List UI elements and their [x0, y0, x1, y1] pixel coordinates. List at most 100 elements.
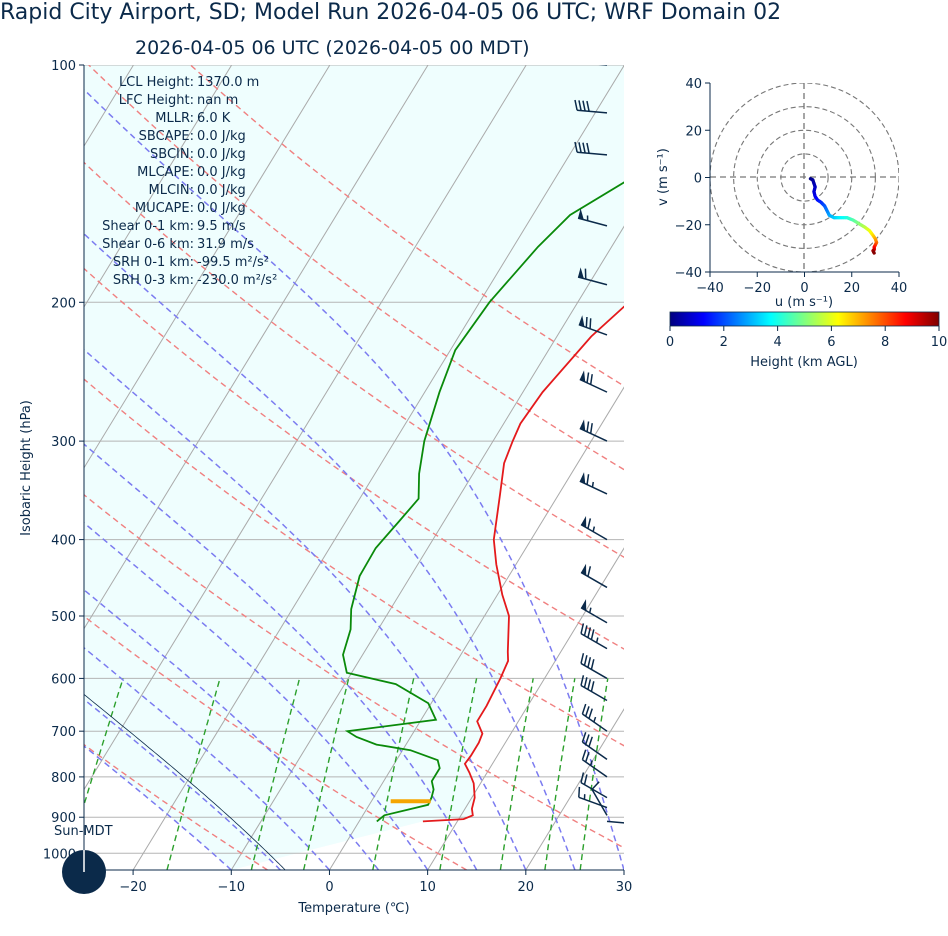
mixing-ratio-layer: [84, 678, 609, 870]
isotherm-line: [84, 65, 233, 308]
index-label: SRH 0-1 km:: [113, 255, 194, 270]
cape-shading-layer: [84, 65, 624, 870]
skewt-y-tick-label: 300: [51, 435, 76, 450]
index-value: -99.5 m²/s²: [197, 255, 269, 270]
wind-barb: [591, 781, 608, 816]
isotherm-line: [427, 547, 624, 870]
skewt-panel: −20 −10 0 10 20 30 10020030040050060070080090…: [0, 59, 948, 916]
dewpoint-profile: [342, 181, 624, 823]
wind-barb: [580, 599, 608, 624]
moist-adiabat: [84, 588, 380, 870]
mixing-ratio-line: [250, 678, 301, 870]
wind-barb: [580, 563, 608, 589]
wind-barb: [580, 515, 608, 541]
moist-adiabat: [84, 88, 624, 870]
isotherm-line: [84, 65, 429, 630]
wind-barb: [606, 820, 624, 824]
skewt-x-tick-label: 30: [616, 880, 633, 895]
index-value: nan m: [197, 93, 238, 108]
skewt-y-tick-label: 500: [51, 610, 76, 625]
skewt-x-ticks: −20 −10 0 10 20 30: [119, 870, 632, 895]
isotherm-layer: [84, 65, 948, 870]
cape-shading: [84, 65, 624, 870]
moist-adiabat-layer: [84, 88, 624, 870]
hodograph-y-tick-label: 0: [694, 172, 702, 187]
skewt-y-tick-label: 800: [51, 771, 76, 786]
skewt-x-tick-label: 20: [518, 880, 535, 895]
wind-barb: [580, 675, 608, 702]
moist-adiabat: [84, 745, 232, 870]
colorbar-ticks: 0 2 4 6 8 10: [666, 326, 947, 350]
colorbar-tick-label: 2: [720, 335, 728, 350]
wind-barb: [581, 703, 608, 732]
skewt-y-axis-label: Isobaric Height (hPa): [19, 400, 34, 536]
hodograph-y-axis-label: v (m s⁻¹): [656, 148, 671, 206]
chart-title: Rapid City Airport, SD; Model Run 2026-0…: [0, 0, 782, 25]
skewt-y-tick-label: 400: [51, 534, 76, 549]
mixing-ratio-line: [302, 678, 350, 870]
hodograph-panel: −40 −20 0 20 40 40 20 0 −20 −40 u (m s⁻¹) v (m s…: [656, 77, 907, 310]
moist-adiabat: [84, 698, 281, 870]
isotherm-line: [132, 65, 624, 870]
parcel-path-layer: [84, 693, 286, 870]
hodograph-y-tick-label: −40: [675, 266, 702, 281]
dry-adiabat-layer: [0, 65, 624, 870]
skewt-x-axis-label: Temperature (℃): [297, 901, 409, 916]
hodograph-x-tick-label: 20: [843, 281, 860, 296]
wind-barb: [578, 786, 608, 809]
skewt-y-tick-label: 900: [51, 811, 76, 826]
index-value: -230.0 m²/s²: [197, 273, 277, 288]
colorbar-tick-label: 10: [931, 335, 948, 350]
hodograph-y-ticks: 40 20 0 −20 −40: [675, 77, 710, 281]
moist-adiabat: [84, 348, 527, 870]
skewt-x-tick-label: −10: [218, 880, 245, 895]
skewt-x-tick-label: 0: [325, 880, 333, 895]
hodograph-y-tick-label: 40: [685, 77, 702, 92]
profile-layer: [342, 181, 624, 823]
index-label: LCL Height:: [119, 75, 194, 90]
skewt-x-tick-label: −20: [119, 880, 146, 895]
parcel-path: [84, 693, 286, 870]
temperature-profile: [422, 305, 624, 823]
index-value: 0.0 J/kg: [197, 129, 246, 144]
hodograph-x-tick-label: −20: [744, 281, 771, 296]
dry-adiabat: [84, 615, 467, 870]
colorbar-label: Height (km AGL): [750, 355, 858, 370]
moist-adiabat: [84, 443, 478, 870]
index-label: SRH 0-3 km:: [113, 273, 194, 288]
hodograph-y-tick-label: −20: [675, 219, 702, 234]
wind-barb: [579, 472, 608, 495]
dry-adiabat: [84, 378, 624, 747]
moist-adiabat: [84, 521, 429, 870]
skewt-y-tick-label: 200: [51, 296, 76, 311]
wind-barb: [579, 370, 608, 393]
hodograph-trace: [808, 177, 879, 255]
index-label: MLCAPE:: [137, 165, 194, 180]
mixing-ratio-line: [544, 678, 576, 870]
isotherm-line: [722, 65, 948, 870]
index-label: SBCAPE:: [139, 129, 194, 144]
isotherm-line: [623, 869, 624, 870]
index-label: LFC Height:: [119, 93, 194, 108]
index-label: SBCIN:: [150, 147, 194, 162]
wind-barb: [580, 653, 608, 680]
sun-label: Sun-MDT: [54, 824, 113, 839]
skewt-y-tick-label: 100: [51, 59, 76, 74]
wind-barb: [574, 99, 608, 114]
wind-barb: [580, 623, 608, 650]
hodograph-x-ticks: −40 −20 0 20 40: [696, 272, 907, 296]
colorbar-gradient: [669, 311, 940, 327]
index-label: Shear 0-1 km:: [102, 219, 194, 234]
wind-barb: [579, 419, 608, 442]
wind-barb: [581, 749, 608, 778]
index-value: 31.9 m/s: [197, 237, 254, 252]
index-label: MLLR:: [155, 111, 194, 126]
dry-adiabat: [0, 65, 68, 870]
isotherm-line: [329, 386, 624, 870]
colorbar-tick-label: 0: [666, 335, 674, 350]
hodograph-x-tick-label: 0: [800, 281, 808, 296]
wind-barb: [574, 141, 608, 156]
dry-adiabat: [84, 743, 268, 870]
